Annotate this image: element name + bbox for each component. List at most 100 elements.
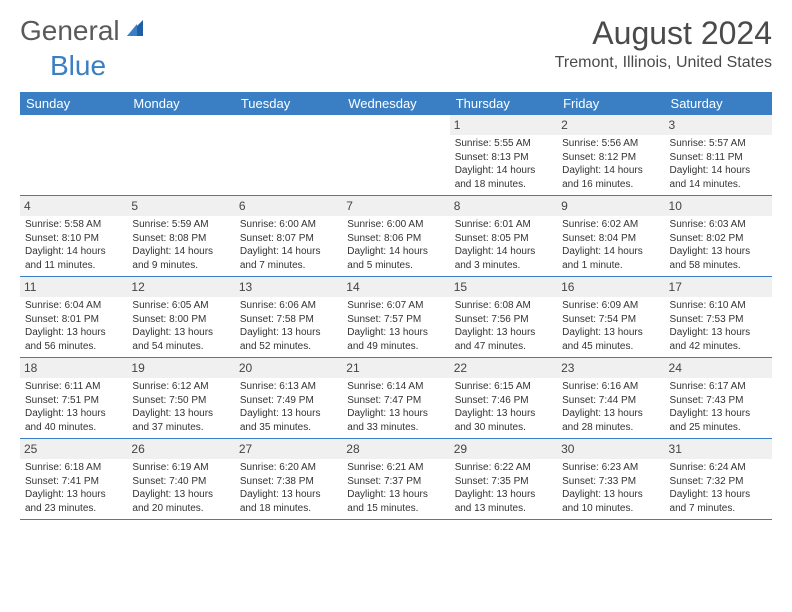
day-cell: 24Sunrise: 6:17 AMSunset: 7:43 PMDayligh… (665, 358, 772, 438)
day-cell: 7Sunrise: 6:00 AMSunset: 8:06 PMDaylight… (342, 196, 449, 276)
day-header: Thursday (450, 92, 557, 115)
day-cell: 16Sunrise: 6:09 AMSunset: 7:54 PMDayligh… (557, 277, 664, 357)
location-text: Tremont, Illinois, United States (555, 54, 772, 72)
title-block: August 2024 Tremont, Illinois, United St… (555, 15, 772, 72)
day-info: Sunrise: 5:57 AMSunset: 8:11 PMDaylight:… (670, 137, 767, 191)
day-cell: 11Sunrise: 6:04 AMSunset: 8:01 PMDayligh… (20, 277, 127, 357)
day-cell (127, 115, 234, 195)
day-cell: 21Sunrise: 6:14 AMSunset: 7:47 PMDayligh… (342, 358, 449, 438)
logo-sail-icon (125, 18, 147, 45)
day-number: 25 (20, 439, 127, 459)
day-number: 16 (557, 277, 664, 297)
day-number: 30 (557, 439, 664, 459)
day-info: Sunrise: 6:16 AMSunset: 7:44 PMDaylight:… (562, 380, 659, 434)
logo-text-blue: Blue (50, 50, 106, 82)
day-number: 24 (665, 358, 772, 378)
day-number: 20 (235, 358, 342, 378)
day-number: 22 (450, 358, 557, 378)
week-row: 4Sunrise: 5:58 AMSunset: 8:10 PMDaylight… (20, 196, 772, 277)
day-cell: 10Sunrise: 6:03 AMSunset: 8:02 PMDayligh… (665, 196, 772, 276)
day-headers-row: SundayMondayTuesdayWednesdayThursdayFrid… (20, 92, 772, 115)
day-cell: 3Sunrise: 5:57 AMSunset: 8:11 PMDaylight… (665, 115, 772, 195)
day-number: 4 (20, 196, 127, 216)
day-number: 21 (342, 358, 449, 378)
day-info: Sunrise: 5:58 AMSunset: 8:10 PMDaylight:… (25, 218, 122, 272)
week-row: 11Sunrise: 6:04 AMSunset: 8:01 PMDayligh… (20, 277, 772, 358)
day-number: 9 (557, 196, 664, 216)
day-info: Sunrise: 6:06 AMSunset: 7:58 PMDaylight:… (240, 299, 337, 353)
day-number: 10 (665, 196, 772, 216)
day-info: Sunrise: 6:10 AMSunset: 7:53 PMDaylight:… (670, 299, 767, 353)
week-row: 25Sunrise: 6:18 AMSunset: 7:41 PMDayligh… (20, 439, 772, 520)
day-number: 15 (450, 277, 557, 297)
day-info: Sunrise: 6:20 AMSunset: 7:38 PMDaylight:… (240, 461, 337, 515)
day-info: Sunrise: 6:15 AMSunset: 7:46 PMDaylight:… (455, 380, 552, 434)
day-info: Sunrise: 6:05 AMSunset: 8:00 PMDaylight:… (132, 299, 229, 353)
month-title: August 2024 (555, 15, 772, 52)
day-cell: 23Sunrise: 6:16 AMSunset: 7:44 PMDayligh… (557, 358, 664, 438)
day-cell: 17Sunrise: 6:10 AMSunset: 7:53 PMDayligh… (665, 277, 772, 357)
day-number: 7 (342, 196, 449, 216)
day-cell: 2Sunrise: 5:56 AMSunset: 8:12 PMDaylight… (557, 115, 664, 195)
day-number: 5 (127, 196, 234, 216)
day-cell: 28Sunrise: 6:21 AMSunset: 7:37 PMDayligh… (342, 439, 449, 519)
day-info: Sunrise: 5:56 AMSunset: 8:12 PMDaylight:… (562, 137, 659, 191)
day-info: Sunrise: 6:00 AMSunset: 8:07 PMDaylight:… (240, 218, 337, 272)
day-number: 31 (665, 439, 772, 459)
day-info: Sunrise: 6:23 AMSunset: 7:33 PMDaylight:… (562, 461, 659, 515)
day-number: 3 (665, 115, 772, 135)
day-cell: 20Sunrise: 6:13 AMSunset: 7:49 PMDayligh… (235, 358, 342, 438)
day-info: Sunrise: 6:01 AMSunset: 8:05 PMDaylight:… (455, 218, 552, 272)
day-info: Sunrise: 6:04 AMSunset: 8:01 PMDaylight:… (25, 299, 122, 353)
day-cell: 12Sunrise: 6:05 AMSunset: 8:00 PMDayligh… (127, 277, 234, 357)
day-number: 29 (450, 439, 557, 459)
logo: General (20, 15, 149, 47)
day-info: Sunrise: 6:00 AMSunset: 8:06 PMDaylight:… (347, 218, 444, 272)
day-info: Sunrise: 6:19 AMSunset: 7:40 PMDaylight:… (132, 461, 229, 515)
day-info: Sunrise: 6:08 AMSunset: 7:56 PMDaylight:… (455, 299, 552, 353)
day-cell (20, 115, 127, 195)
calendar: SundayMondayTuesdayWednesdayThursdayFrid… (20, 92, 772, 520)
day-header: Saturday (665, 92, 772, 115)
day-cell: 25Sunrise: 6:18 AMSunset: 7:41 PMDayligh… (20, 439, 127, 519)
day-number: 2 (557, 115, 664, 135)
day-cell: 19Sunrise: 6:12 AMSunset: 7:50 PMDayligh… (127, 358, 234, 438)
day-number: 13 (235, 277, 342, 297)
day-number: 8 (450, 196, 557, 216)
day-cell: 14Sunrise: 6:07 AMSunset: 7:57 PMDayligh… (342, 277, 449, 357)
day-number: 28 (342, 439, 449, 459)
day-cell: 15Sunrise: 6:08 AMSunset: 7:56 PMDayligh… (450, 277, 557, 357)
day-cell: 13Sunrise: 6:06 AMSunset: 7:58 PMDayligh… (235, 277, 342, 357)
day-cell: 4Sunrise: 5:58 AMSunset: 8:10 PMDaylight… (20, 196, 127, 276)
day-cell: 6Sunrise: 6:00 AMSunset: 8:07 PMDaylight… (235, 196, 342, 276)
day-header: Wednesday (342, 92, 449, 115)
week-row: 1Sunrise: 5:55 AMSunset: 8:13 PMDaylight… (20, 115, 772, 196)
day-number: 12 (127, 277, 234, 297)
week-row: 18Sunrise: 6:11 AMSunset: 7:51 PMDayligh… (20, 358, 772, 439)
day-cell: 1Sunrise: 5:55 AMSunset: 8:13 PMDaylight… (450, 115, 557, 195)
day-header: Sunday (20, 92, 127, 115)
day-cell: 8Sunrise: 6:01 AMSunset: 8:05 PMDaylight… (450, 196, 557, 276)
day-info: Sunrise: 6:22 AMSunset: 7:35 PMDaylight:… (455, 461, 552, 515)
day-info: Sunrise: 6:14 AMSunset: 7:47 PMDaylight:… (347, 380, 444, 434)
day-cell: 18Sunrise: 6:11 AMSunset: 7:51 PMDayligh… (20, 358, 127, 438)
day-info: Sunrise: 6:13 AMSunset: 7:49 PMDaylight:… (240, 380, 337, 434)
day-cell (342, 115, 449, 195)
day-header: Tuesday (235, 92, 342, 115)
day-number: 26 (127, 439, 234, 459)
day-info: Sunrise: 6:18 AMSunset: 7:41 PMDaylight:… (25, 461, 122, 515)
day-number: 14 (342, 277, 449, 297)
day-number: 23 (557, 358, 664, 378)
day-info: Sunrise: 6:02 AMSunset: 8:04 PMDaylight:… (562, 218, 659, 272)
day-cell: 30Sunrise: 6:23 AMSunset: 7:33 PMDayligh… (557, 439, 664, 519)
logo-text-general: General (20, 15, 120, 47)
day-info: Sunrise: 6:21 AMSunset: 7:37 PMDaylight:… (347, 461, 444, 515)
day-cell: 27Sunrise: 6:20 AMSunset: 7:38 PMDayligh… (235, 439, 342, 519)
day-number: 11 (20, 277, 127, 297)
calendar-body: 1Sunrise: 5:55 AMSunset: 8:13 PMDaylight… (20, 115, 772, 520)
day-number: 1 (450, 115, 557, 135)
day-cell: 29Sunrise: 6:22 AMSunset: 7:35 PMDayligh… (450, 439, 557, 519)
day-number: 18 (20, 358, 127, 378)
day-info: Sunrise: 5:55 AMSunset: 8:13 PMDaylight:… (455, 137, 552, 191)
day-info: Sunrise: 6:03 AMSunset: 8:02 PMDaylight:… (670, 218, 767, 272)
